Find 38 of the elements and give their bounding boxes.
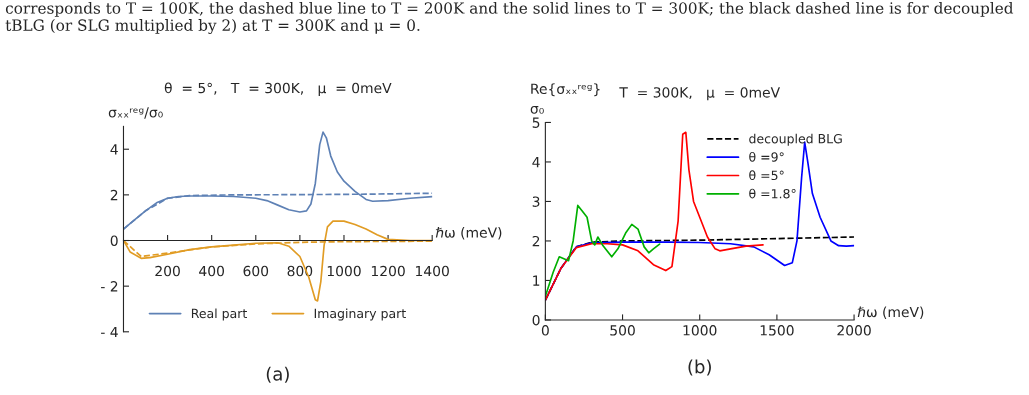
y-tick-label: 3 (532, 196, 540, 207)
y-axis-title: Re{σₓₓʳᵉᵍ} σ₀ (530, 83, 600, 114)
text: corresponds to T = 100K, the dashed blue line to T = 200K and the solid lines to T = 300K; the black dashed line is for decoupled tBLG (or SLG multiplied by 2) at T = 300K and μ = 0. (5, 1, 1014, 35)
legend-label: θ =5° (749, 170, 784, 181)
legend-label: decoupled BLG (749, 133, 842, 146)
x-axis-title: ℏω (meV) (435, 227, 502, 240)
y-tick-label: - 4 (101, 326, 118, 338)
line-series (545, 204, 661, 298)
y-axis-title: σₓₓʳᵉᵍ/σ₀ (108, 107, 163, 119)
legend-label: Imaginary part (314, 308, 406, 321)
x-tick-label: 1000 (327, 265, 361, 277)
y-tick-label: 1 (533, 275, 540, 286)
x-tick-label: 1400 (416, 265, 449, 277)
y-tick-label: - 2 (101, 281, 118, 292)
y-tick-label: 5 (532, 117, 540, 128)
x-tick-label: 1500 (760, 325, 794, 336)
x-tick-label: 200 (155, 265, 180, 277)
chart-title: θ = 5°, T = 300K, μ = 0meV (164, 82, 392, 96)
y-tick-label: 2 (532, 235, 540, 247)
legend-label: θ =1.8° (749, 188, 796, 199)
y-tick-label: 2 (110, 189, 118, 201)
x-tick-label: 600 (243, 265, 269, 277)
text: (b) (688, 359, 711, 376)
legend-label: Real part (191, 308, 247, 321)
chart-title: T = 300K, μ = 0meV (619, 87, 780, 101)
x-tick-label: 2000 (837, 325, 871, 336)
text: (a) (266, 366, 289, 383)
x-tick-label: 1200 (371, 265, 405, 277)
x-tick-label: 0 (541, 325, 549, 336)
y-tick-label: 4 (532, 157, 540, 168)
y-tick-label: 0 (110, 235, 118, 246)
x-tick-label: 1000 (683, 325, 717, 336)
x-tick-label: 400 (199, 265, 225, 277)
x-axis-title: ℏω (meV) (857, 306, 924, 319)
x-tick-label: 500 (610, 325, 635, 336)
y-tick-label: 4 (110, 144, 118, 155)
y-tick-label: 0 (532, 314, 540, 326)
legend-label: θ =9° (749, 151, 784, 162)
